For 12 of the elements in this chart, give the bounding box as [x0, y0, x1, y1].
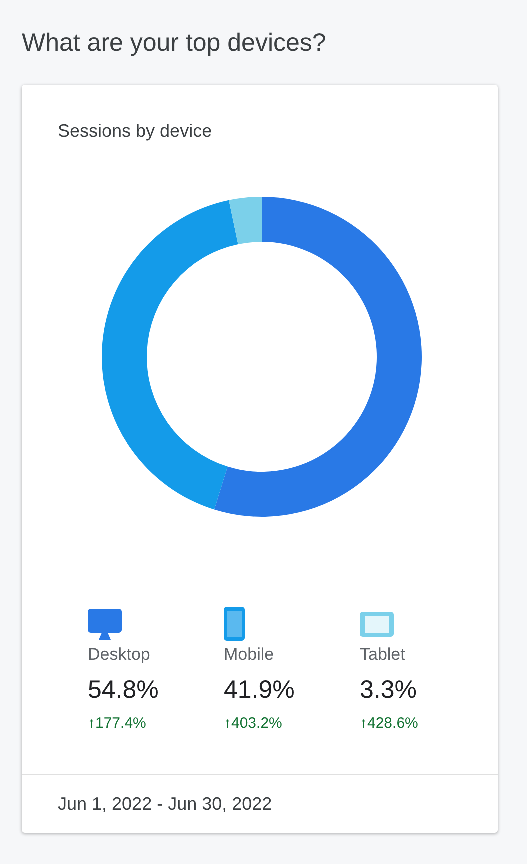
legend-label: Mobile — [224, 645, 274, 665]
chart-title: What are your top devices? — [22, 28, 326, 58]
text: Jun 1, 2022 - Jun 30, 2022 — [58, 793, 272, 815]
data-label: 54.8% — [88, 675, 159, 705]
data-label: 3.3% — [360, 675, 417, 705]
legend-label: Desktop — [88, 645, 150, 665]
legend-label: Tablet — [360, 645, 406, 665]
text: ↑177.4% — [88, 715, 146, 733]
text: ↑428.6% — [360, 715, 418, 733]
chart-subtitle: Sessions by device — [58, 120, 212, 142]
data-label: 41.9% — [224, 675, 295, 705]
text: ↑403.2% — [224, 715, 282, 733]
